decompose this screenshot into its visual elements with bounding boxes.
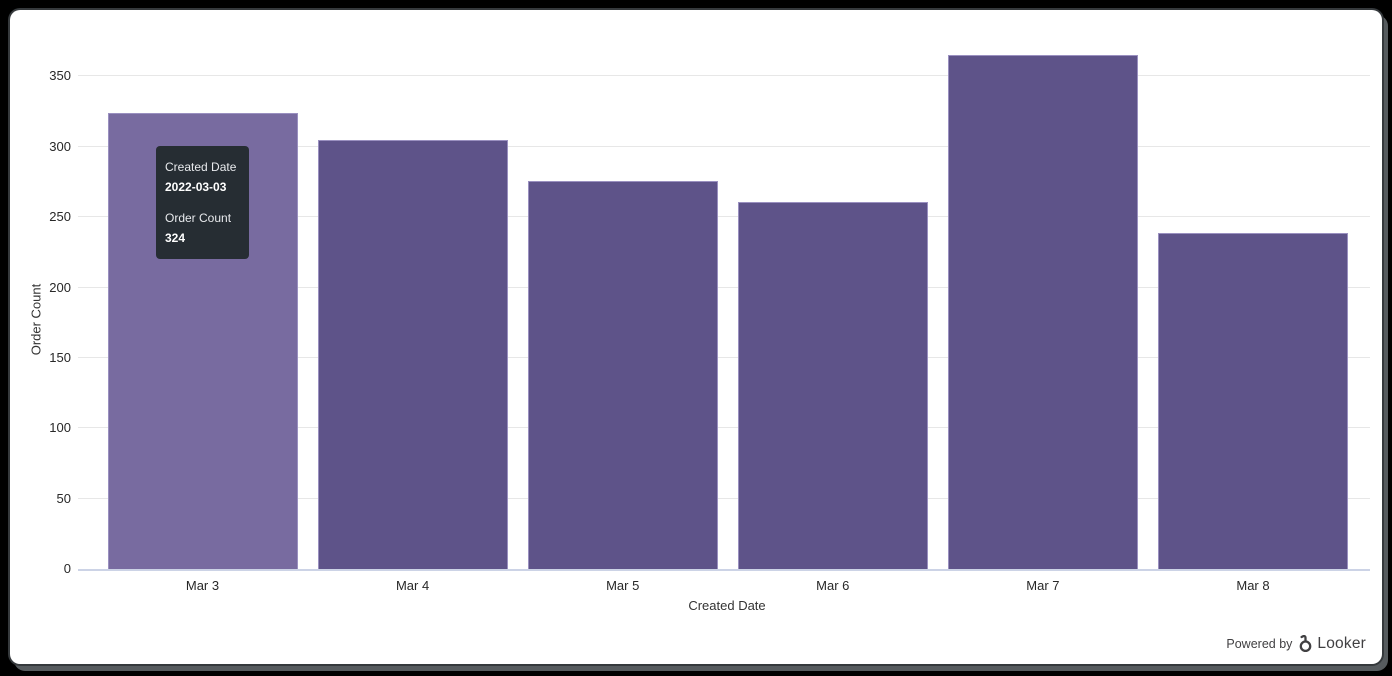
gridline-300: [78, 145, 1370, 147]
tooltip-dimension-value: 2022-03-03: [165, 180, 227, 194]
x-axis-title: Created Date: [688, 598, 766, 613]
x-tick-label-mar-3: Mar 3: [185, 578, 220, 593]
chart-panel: Order Count Created Date Created Date 20…: [10, 10, 1382, 664]
looker-brand-text: Looker: [1317, 635, 1366, 652]
gridline-150: [78, 356, 1370, 358]
y-tick-label-0: 0: [63, 561, 71, 576]
gridline-100: [78, 427, 1370, 429]
gridline-200: [78, 286, 1370, 288]
x-tick-label-mar-6: Mar 6: [816, 578, 850, 593]
powered-by-looker-link[interactable]: Powered by Looker: [1226, 635, 1366, 653]
y-tick-label-100: 100: [49, 420, 71, 436]
tooltip-dimension-label: Created Date: [165, 160, 237, 174]
powered-by-text: Powered by: [1226, 637, 1293, 651]
y-tick-label-200: 200: [49, 279, 71, 295]
bar-mar-7[interactable]: [947, 55, 1138, 569]
tooltip-measure-label: Order Count: [165, 211, 232, 225]
x-tick-label-mar-4: Mar 4: [395, 578, 430, 593]
bar-mar-6[interactable]: [737, 201, 928, 569]
y-tick-label-150: 150: [49, 349, 71, 365]
tooltip: Created Date 2022-03-03 Order Count 324: [156, 146, 249, 259]
bar-mar-5[interactable]: [527, 180, 718, 569]
bar-mar-8[interactable]: [1158, 232, 1348, 569]
tooltip-measure-value: 324: [165, 231, 186, 245]
x-tick-label-mar-7: Mar 7: [1026, 578, 1060, 593]
x-tick-label-mar-5: Mar 5: [606, 578, 640, 593]
gridline-350: [78, 75, 1370, 77]
gridline-250: [78, 216, 1370, 218]
looker-logo-icon: [1300, 635, 1312, 653]
plot-area: [78, 47, 1370, 571]
y-tick-label-250: 250: [49, 209, 71, 225]
gridline-50: [78, 497, 1370, 499]
tooltip-spacer: [165, 197, 240, 208]
y-tick-label-350: 350: [49, 68, 71, 84]
y-axis-title: Order Count: [28, 283, 44, 356]
x-tick-label-mar-8: Mar 8: [1236, 578, 1270, 593]
y-tick-label-300: 300: [49, 138, 71, 154]
y-tick-label-50: 50: [56, 490, 71, 506]
bar-mar-4[interactable]: [317, 139, 508, 569]
